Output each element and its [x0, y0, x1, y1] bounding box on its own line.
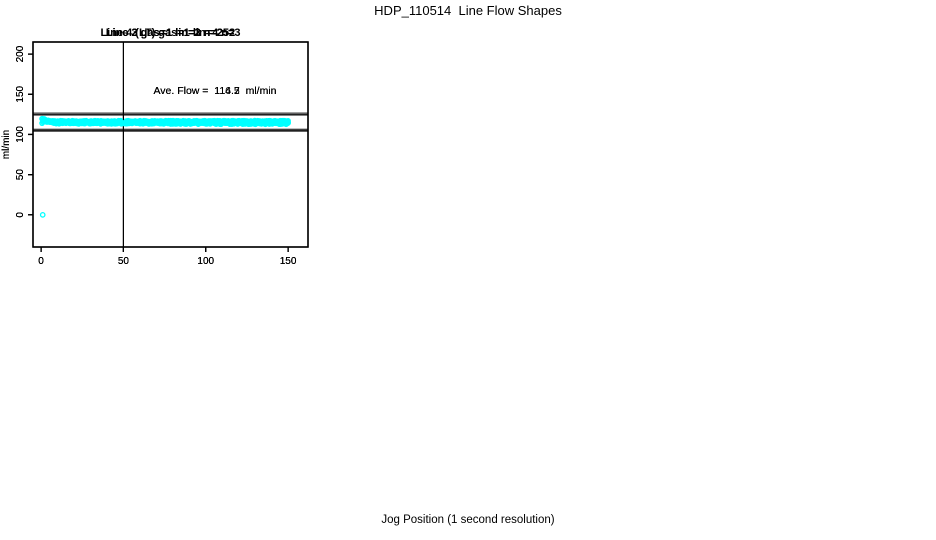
x-tick-label: 50 [118, 256, 130, 267]
x-tick-label: 150 [280, 256, 297, 267]
y-tick-label: 200 [15, 45, 26, 62]
y-tick-label: 50 [15, 169, 26, 181]
y-axis-title: ml/min [1, 130, 12, 159]
y-tick-label: 0 [15, 212, 26, 218]
x-tick-label: 150 [280, 256, 297, 267]
x-tick-label: 50 [118, 256, 130, 267]
data-point-outlier [39, 211, 46, 218]
y-tick-label: 100 [15, 126, 26, 143]
data-point [285, 119, 291, 126]
y-tick-label: 150 [15, 85, 26, 102]
x-tick-label: 100 [197, 256, 214, 267]
y-tick-label: 150 [15, 85, 26, 102]
x-tick-label: 100 [197, 256, 214, 267]
y-tick-label: 200 [15, 45, 26, 62]
y-tick-label: 0 [15, 212, 26, 218]
x-tick-label: 0 [38, 256, 44, 267]
x-tick-label: 0 [38, 256, 44, 267]
x-tick-label: 150 [280, 256, 297, 267]
y-tick-label: 0 [15, 212, 26, 218]
subplot-title: Line 3 gas=1 lin=3 n=252 [105, 27, 236, 39]
figure-title: HDP_110514 Line Flow Shapes [374, 3, 562, 18]
x-axis-label: Jog Position (1 second resolution) [381, 514, 555, 526]
x-tick-label: 100 [197, 256, 214, 267]
subplot-title: Line 2 gas=1 lin=2 n=252 [105, 27, 236, 39]
y-tick-label: 100 [15, 126, 26, 143]
y-tick-label: 50 [15, 169, 26, 181]
y-axis-title: ml/min [1, 130, 12, 159]
subplot-line-4: 0 50 100 150 0 50 100 150 200 ml/min Line 4 (LT) … [0, 22, 310, 272]
y-axis-title: ml/min [1, 130, 12, 159]
subplot-title: Line 4 (LT) gas=1 lin=4 n=3 [100, 27, 241, 39]
y-tick-label: 50 [15, 169, 26, 181]
x-tick-label: 0 [38, 256, 44, 267]
y-tick-label: 100 [15, 126, 26, 143]
y-tick-label: 150 [15, 85, 26, 102]
y-tick-label: 200 [15, 45, 26, 62]
plot-box [32, 41, 309, 248]
plot-canvas-line-4: 0 50 100 150 0 50 100 150 200 ml/min [1, 41, 309, 267]
x-tick-label: 50 [118, 256, 130, 267]
